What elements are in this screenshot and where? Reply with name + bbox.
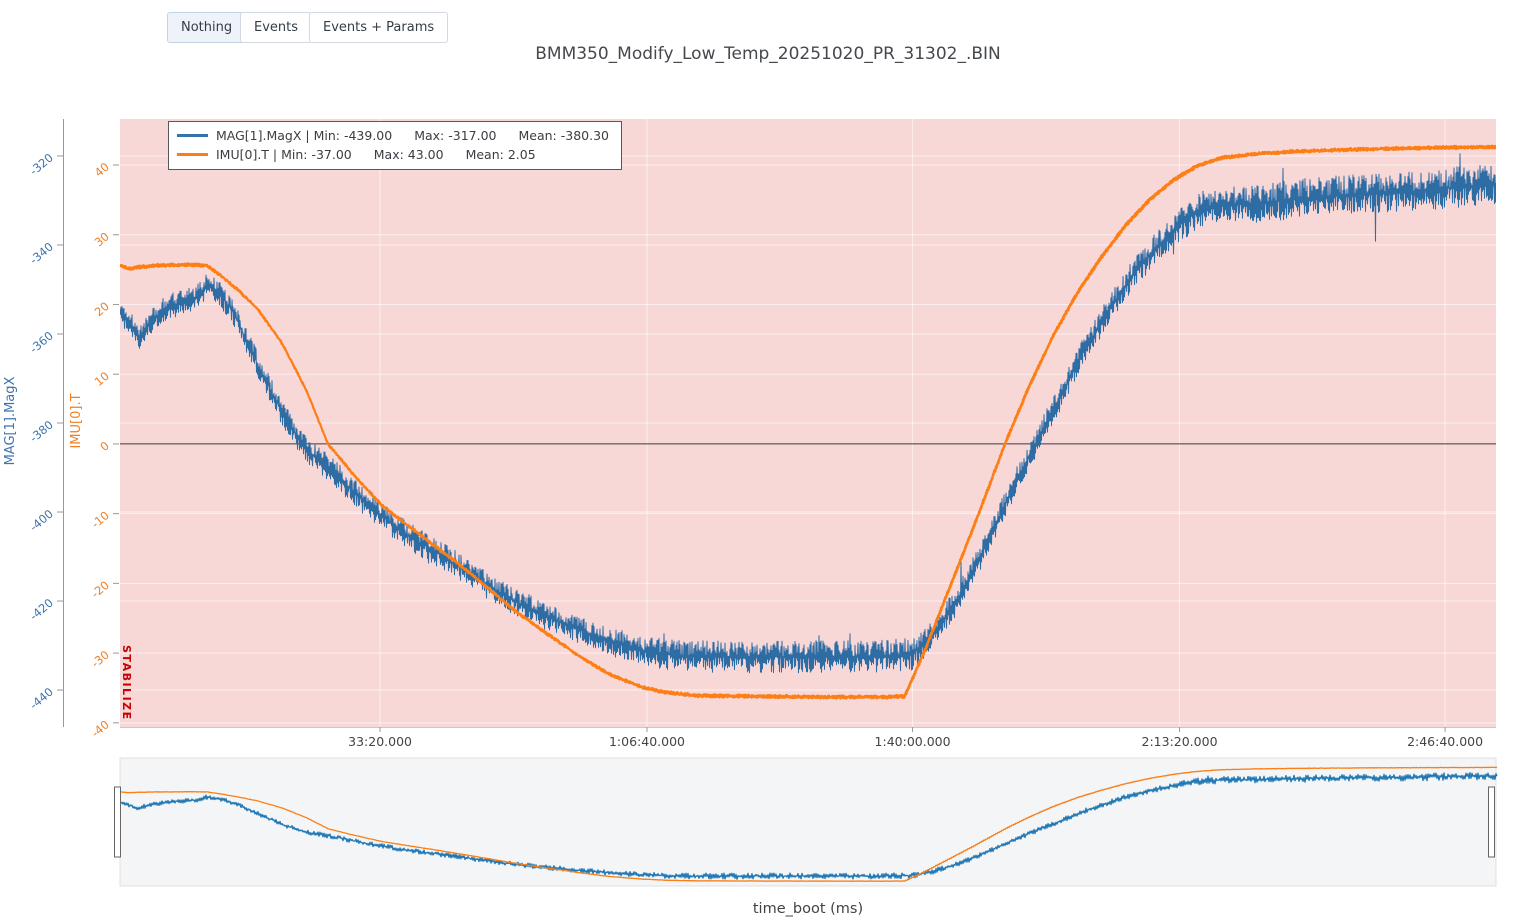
legend-entry-imut[interactable]: IMU[0].T | Min: -37.00 Max: 43.00 Mean: …	[177, 145, 609, 164]
x-tick-label: 2:13:20.000	[1142, 734, 1218, 749]
legend-line-sample-magx	[177, 134, 208, 137]
gridlines	[120, 119, 1496, 727]
rangeslider-trace-imu-0-t	[119, 766, 1498, 883]
x-tick-label: 33:20.000	[348, 734, 412, 749]
x-tick-label: 1:06:40.000	[609, 734, 685, 749]
trace-imu-0-t	[120, 144, 1496, 700]
toggle-nothing-button[interactable]: Nothing	[167, 12, 247, 43]
y-tick-label-right: 20	[92, 299, 112, 319]
y-tick-label-right: -40	[89, 717, 112, 740]
chart-legend[interactable]: MAG[1].MagX | Min: -439.00 Max: -317.00 …	[168, 121, 622, 170]
trace-mag-1-magx	[120, 153, 1496, 674]
rangeslider-left-handle[interactable]	[114, 786, 121, 858]
y-tick-label-left: -380	[27, 418, 56, 446]
y-tick-label-left: -320	[27, 151, 56, 179]
y-axis-title-left: MAG[1].MagX	[3, 376, 18, 465]
flight-mode-label: STABILIZE	[120, 645, 133, 721]
x-tick-label: 1:40:00.000	[875, 734, 951, 749]
legend-label-imut: IMU[0].T | Min: -37.00	[216, 147, 352, 162]
x-axis-title: time_boot (ms)	[752, 901, 864, 917]
series-traces	[120, 144, 1496, 700]
y-tick-label-right: 40	[92, 160, 112, 180]
y-tick-label-left: -440	[27, 685, 56, 713]
y-tick-label-left: -420	[27, 596, 56, 624]
y-tick-label-left: -360	[27, 329, 56, 357]
legend-entry-magx[interactable]: MAG[1].MagX | Min: -439.00 Max: -317.00 …	[177, 126, 609, 145]
y-tick-label-right: 0	[97, 438, 112, 453]
main-plot: -320 -340 -360 -380 -400 -420 -440 40 30 20 10 0 -10…	[3, 119, 1496, 749]
y-tick-label-right: -20	[89, 578, 112, 601]
y-tick-label-left: -340	[27, 240, 56, 268]
page-title: BMM350_Modify_Low_Temp_20251020_PR_31302…	[535, 44, 1001, 64]
plot-area[interactable]	[120, 119, 1496, 727]
toggle-events-params-button[interactable]: Events + Params	[309, 12, 449, 43]
legend-max-imut: Max: 43.00	[373, 147, 444, 162]
legend-max-magx: Max: -317.00	[414, 128, 497, 143]
x-tick-label: 2:46:40.000	[1407, 734, 1483, 749]
y-tick-label-right: -10	[89, 508, 112, 531]
y-axis-title-right: IMU[0].T	[69, 393, 84, 448]
rangeslider-trace-mag-1-magx	[119, 771, 1498, 880]
y-tick-label-right: -30	[89, 648, 112, 671]
rangeslider-right-handle[interactable]	[1488, 786, 1495, 858]
legend-mean-magx: Mean: -380.30	[518, 128, 609, 143]
rangeslider	[114, 757, 1498, 887]
y-tick-label-right: 10	[92, 369, 112, 389]
y-tick-label-left: -400	[27, 507, 56, 535]
legend-label-magx: MAG[1].MagX | Min: -439.00	[216, 128, 393, 143]
legend-mean-imut: Mean: 2.05	[465, 147, 536, 162]
toggle-events-button[interactable]: Events	[240, 12, 313, 43]
y-tick-label-right: 30	[92, 229, 112, 249]
legend-line-sample-imut	[177, 153, 208, 156]
